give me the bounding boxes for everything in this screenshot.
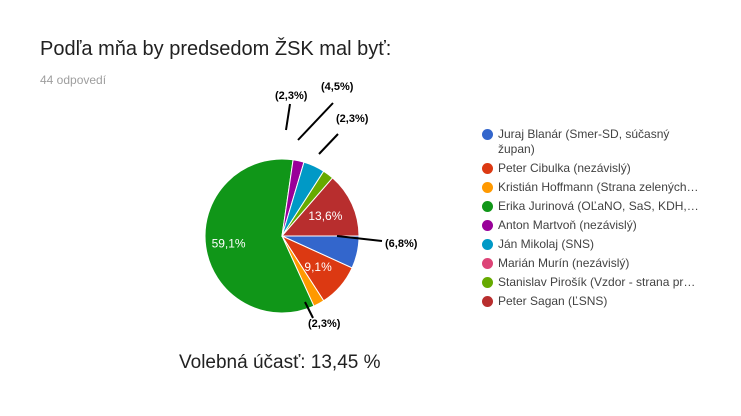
legend-swatch <box>482 296 493 307</box>
data-label-3: 59,1% <box>212 237 246 251</box>
callout-line-0 <box>336 235 383 242</box>
legend-swatch <box>482 258 493 269</box>
pie-slice-3 <box>204 158 315 314</box>
legend-swatch <box>482 129 493 140</box>
callout-line-2 <box>304 301 314 319</box>
legend-item: Peter Cibulka (nezávislý) <box>482 161 722 176</box>
data-label-5: (4,5%) <box>321 81 354 93</box>
data-label-2: (2,3%) <box>308 318 341 330</box>
legend-swatch <box>482 277 493 288</box>
legend-item: Anton Martvoň (nezávislý) <box>482 218 722 233</box>
legend-swatch <box>482 182 493 193</box>
legend-item: Kristián Hoffmann (Strana zelených… <box>482 180 722 195</box>
legend-label: Ján Mikolaj (SNS) <box>498 237 595 251</box>
callout-line-7 <box>318 133 339 155</box>
legend-item: Stanislav Pirošík (Vzdor - strana pr… <box>482 275 722 290</box>
legend-label: Peter Cibulka (nezávislý) <box>498 161 631 175</box>
chart-title: Podľa mňa by predsedom ŽSK mal byť: <box>40 38 392 60</box>
legend-item: Marián Murín (nezávislý) <box>482 256 722 271</box>
data-label-4: (2,3%) <box>275 90 308 102</box>
legend-label: Erika Jurinová (OĽaNO, SaS, KDH,… <box>498 199 699 213</box>
legend-label: Stanislav Pirošík (Vzdor - strana pr… <box>498 275 696 289</box>
legend-label: Peter Sagan (ĽSNS) <box>498 294 608 308</box>
legend-label: Juraj Blanár (Smer-SD, súčasný župan) <box>498 127 670 156</box>
pie-slice-8 <box>280 177 360 237</box>
data-label-1: 9,1% <box>304 260 332 274</box>
legend-swatch <box>482 201 493 212</box>
legend-item: Erika Jurinová (OĽaNO, SaS, KDH,… <box>482 199 722 214</box>
legend-item: Ján Mikolaj (SNS) <box>482 237 722 252</box>
legend-label: Kristián Hoffmann (Strana zelených… <box>498 180 699 194</box>
data-label-7: (2,3%) <box>336 113 369 125</box>
legend-swatch <box>482 239 493 250</box>
callout-line-5 <box>297 102 334 141</box>
chart-legend: Juraj Blanár (Smer-SD, súčasný župan) Pet… <box>482 127 722 313</box>
legend-item: Peter Sagan (ĽSNS) <box>482 294 722 309</box>
voter-turnout: Volebná účasť: 13,45 % <box>179 352 381 373</box>
legend-label: Anton Martvoň (nezávislý) <box>498 218 637 232</box>
legend-swatch <box>482 220 493 231</box>
data-label-0: (6,8%) <box>385 238 418 250</box>
data-label-8: 13,6% <box>308 209 342 223</box>
response-count: 44 odpovedí <box>40 73 107 87</box>
legend-swatch <box>482 163 493 174</box>
legend-item: Juraj Blanár (Smer-SD, súčasný župan) <box>482 127 722 157</box>
legend-label: Marián Murín (nezávislý) <box>498 256 630 270</box>
callout-line-4 <box>285 103 291 131</box>
